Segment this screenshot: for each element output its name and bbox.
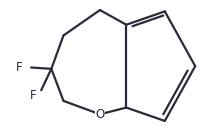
Text: O: O [95, 108, 105, 121]
Text: F: F [16, 61, 22, 74]
Text: F: F [30, 89, 37, 102]
